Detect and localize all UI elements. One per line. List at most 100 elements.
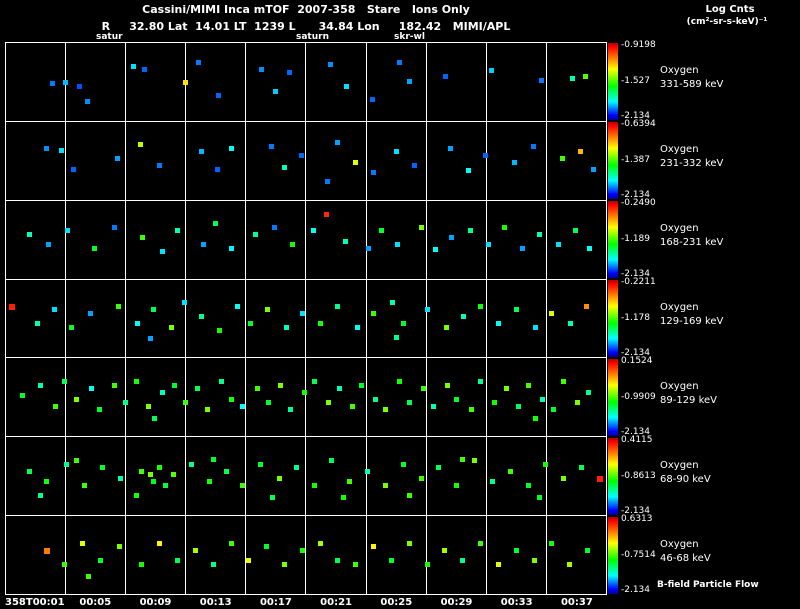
spectrogram-panel [126, 121, 186, 200]
spectrogram-panel [426, 358, 486, 437]
spectrogram-panel [186, 121, 246, 200]
time-tick: 00:37 [560, 597, 593, 608]
spectrogram-panel [66, 516, 126, 594]
colorbar-row-6 [608, 517, 618, 594]
spectrogram-panel [366, 358, 426, 437]
spectrogram-panel [306, 121, 366, 200]
colorbar-title: Log Cnts [705, 4, 755, 15]
row-label-2: Oxygen 168-231 keV [660, 222, 723, 250]
spectrogram-panel [546, 437, 606, 516]
colorbar-row-0 [608, 43, 618, 120]
spectrogram-panel [426, 200, 486, 279]
cbar-tick: -2.134 [621, 111, 651, 121]
species-name: Oxygen [660, 460, 699, 471]
row-label-4: Oxygen 89-129 keV [660, 380, 717, 408]
spectrogram-panel [366, 279, 426, 358]
cbar-tick: -2.134 [621, 190, 651, 200]
spectrogram-panel [486, 516, 546, 594]
row-label-1: Oxygen 231-332 keV [660, 143, 723, 171]
spectrogram-panel [126, 516, 186, 594]
spectrogram-panel [246, 437, 306, 516]
spectrogram-panel [306, 200, 366, 279]
colorbar-row-1 [608, 122, 618, 199]
spectrogram-panel [546, 121, 606, 200]
energy-range: 129-169 keV [660, 316, 724, 327]
spectrogram-panel [126, 43, 186, 121]
spectrogram-panel [66, 200, 126, 279]
spectrogram-panel [186, 200, 246, 279]
cbar-tick: -0.9909 [621, 392, 656, 402]
cbar-tick: 0.4115 [621, 435, 653, 445]
time-tick: 00:33 [500, 597, 533, 608]
time-tick: 00:29 [440, 597, 473, 608]
spectrogram-panel [6, 200, 66, 279]
cbar-tick: -2.134 [621, 427, 651, 437]
cbar-tick: -0.6394 [621, 119, 656, 129]
colorbar-row-2 [608, 201, 618, 278]
spectrogram-panel [126, 200, 186, 279]
spectrogram-panel [186, 516, 246, 594]
spectrogram-panel [486, 200, 546, 279]
spectrogram-panel [426, 516, 486, 594]
event-label-satur: satur [96, 32, 123, 42]
energy-range: 231-332 keV [660, 158, 724, 169]
spectrogram-panel [126, 279, 186, 358]
spectrogram-panel [6, 121, 66, 200]
spectrogram-panel [426, 279, 486, 358]
spectrogram-panel [66, 437, 126, 516]
spectrogram-panel [66, 121, 126, 200]
spectrogram-panel [366, 43, 426, 121]
cbar-tick: 0.6313 [621, 514, 653, 524]
species-name: Oxygen [660, 539, 699, 550]
time-tick: 00:17 [259, 597, 292, 608]
spectrogram-panel [6, 279, 66, 358]
spectrogram-panel [246, 200, 306, 279]
colorbar-row-3 [608, 280, 618, 357]
spectrogram-panel [186, 43, 246, 121]
time-tick: 00:13 [199, 597, 232, 608]
cbar-tick: -2.134 [621, 269, 651, 279]
cbar-tick: -2.134 [621, 506, 651, 516]
cbar-tick: -2.134 [621, 585, 651, 595]
spectrogram-panel [546, 43, 606, 121]
cbar-tick: -0.2490 [621, 198, 656, 208]
cbar-tick: -0.8613 [621, 471, 656, 481]
cbar-tick: -0.9198 [621, 40, 656, 50]
spectrogram-panel [426, 43, 486, 121]
energy-range: 89-129 keV [660, 395, 718, 406]
cbar-tick: -1.189 [621, 234, 651, 244]
energy-range: 168-231 keV [660, 237, 724, 248]
spectrogram-panel [486, 358, 546, 437]
panel-grid [5, 42, 607, 595]
spectrogram-panel [186, 279, 246, 358]
event-label-skr-wl: skr-wl [394, 32, 425, 42]
cbar-tick: -2.134 [621, 348, 651, 358]
spectrogram-panel [366, 200, 426, 279]
colorbar-row-4 [608, 359, 618, 436]
spectrogram-panel [246, 121, 306, 200]
species-name: Oxygen [660, 223, 699, 234]
spectrogram-panel [546, 358, 606, 437]
time-tick: 00:09 [139, 597, 172, 608]
spectrogram-panel [66, 279, 126, 358]
spectrogram-panel [246, 358, 306, 437]
spectrogram-panel [486, 279, 546, 358]
spectrogram-panel [486, 437, 546, 516]
spectrogram-panel [6, 437, 66, 516]
energy-range: 68-90 keV [660, 474, 711, 485]
spectrogram-panel [6, 43, 66, 121]
spectrogram-panel [306, 516, 366, 594]
cbar-tick: -0.2211 [621, 277, 656, 287]
spectrogram-panel [126, 437, 186, 516]
colorbar-row-5 [608, 438, 618, 515]
species-name: Oxygen [660, 302, 699, 313]
bfield-note: B-field Particle Flow [657, 580, 759, 590]
cbar-tick: -1.178 [621, 313, 651, 323]
species-name: Oxygen [660, 144, 699, 155]
cbar-tick: 0.1524 [621, 356, 653, 366]
species-name: Oxygen [660, 381, 699, 392]
row-label-3: Oxygen 129-169 keV [660, 301, 723, 329]
energy-range: 331-589 keV [660, 79, 724, 90]
time-tick: 358T00:01 [5, 597, 65, 608]
